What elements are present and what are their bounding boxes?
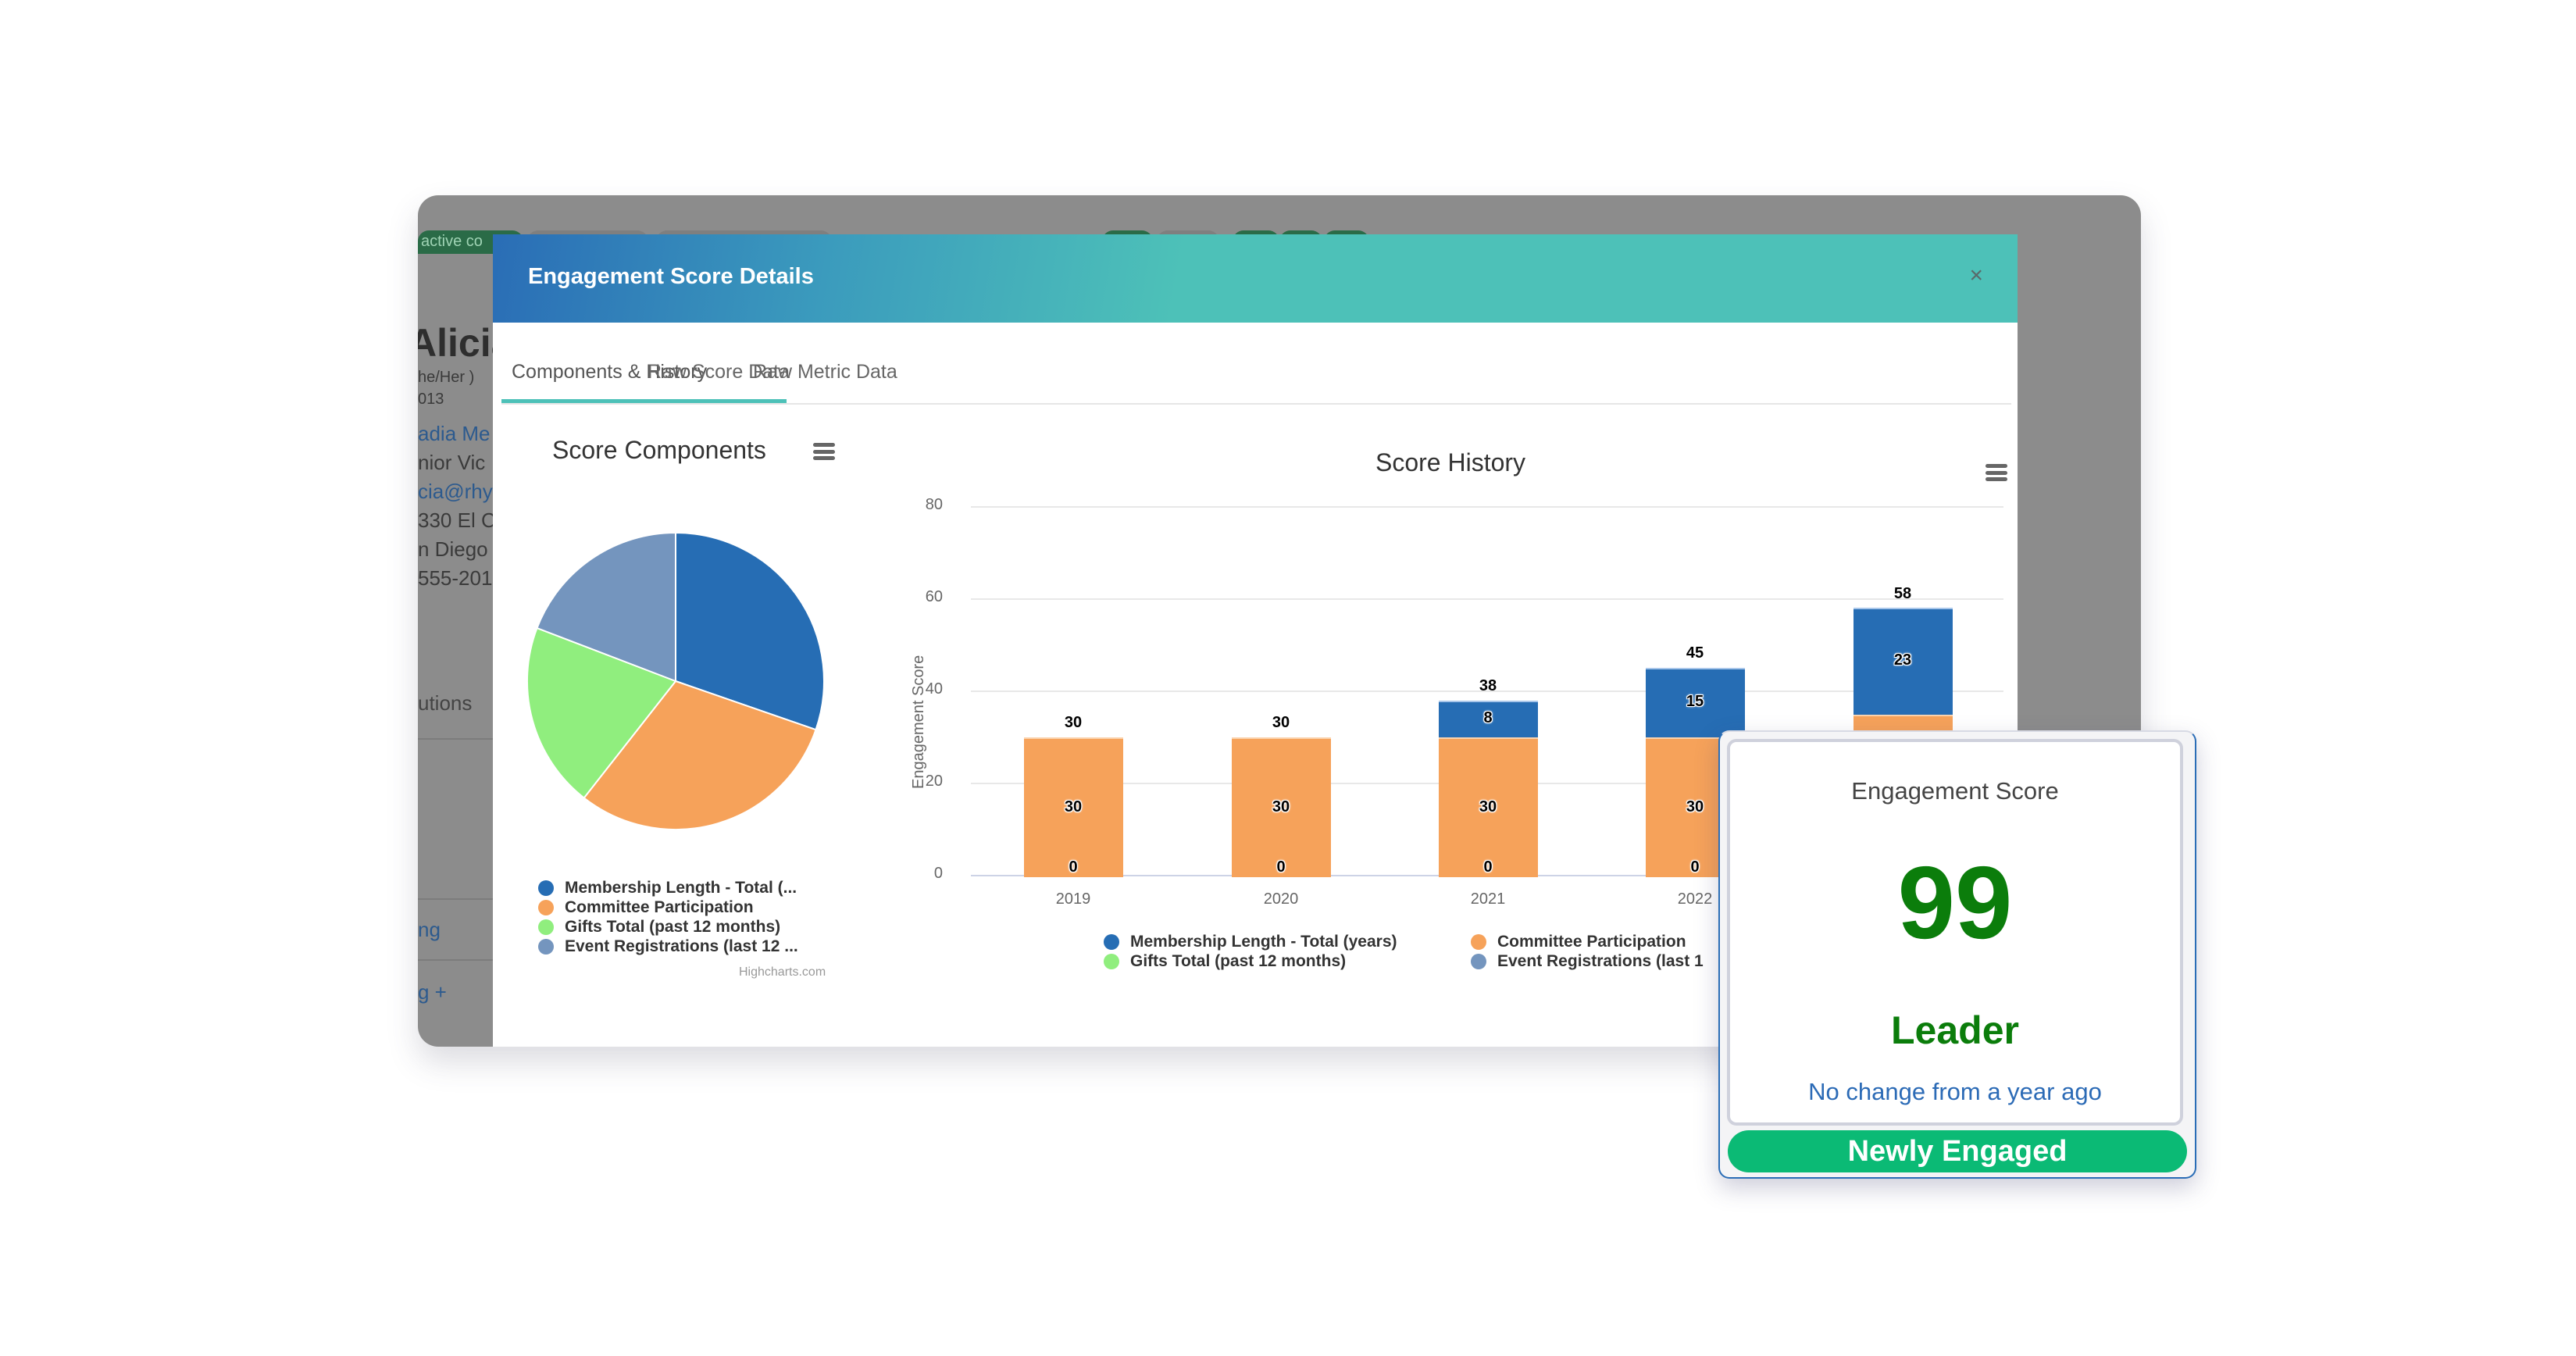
bg-divider [418,738,496,740]
pie-menu-hamburger-icon[interactable] [813,443,835,460]
bg-pronouns: he/Her ) [418,369,475,386]
highcharts-credits-link[interactable]: Highcharts.com [739,965,826,979]
score-card-body: Engagement Score 99 Leader No change fro… [1727,739,2183,1126]
committee-label-2019: 30 [1064,798,1083,815]
x-label-2022: 2022 [1677,890,1713,908]
engagement-status-badge: Newly Engaged [1728,1130,2187,1172]
pie-slice-committee[interactable] [583,680,817,830]
history-chart-title: Score History [1375,448,1526,476]
legend-label: Membership Length - Total (... [565,879,797,897]
legend-label: Committee Participation [565,898,754,916]
legend-label: Gifts Total (past 12 months) [565,918,781,936]
close-icon[interactable]: × [1969,262,1983,288]
membership-label-2021: 8 [1483,709,1493,726]
gifts-label-2019: 0 [1069,858,1078,876]
membership-label-2022: 15 [1686,693,1704,710]
legend-dot-icon [1471,934,1486,950]
score-card-title: Engagement Score [1851,777,2059,805]
active-tab-indicator [501,399,787,403]
y-tick-20: 20 [925,773,943,790]
legend-dot-icon [538,900,554,915]
pie-legend-membership[interactable]: Membership Length - Total (... [538,879,797,897]
committee-label-2020: 30 [1272,798,1290,815]
history-menu-hamburger-icon[interactable] [1986,464,2007,481]
tab-components-history[interactable]: Components & History [512,361,708,383]
y-tick-60: 60 [925,588,943,605]
total-label-2022: 45 [1686,644,1704,662]
membership-label-2023: 23 [1893,651,1912,669]
bg-section-label: utions [418,691,473,715]
legend-dot-icon [1104,954,1119,969]
modal-title: Engagement Score Details [528,264,814,289]
legend-dot-icon [538,880,554,896]
bg-member-since: 013 [418,391,444,408]
engagement-score-card: Engagement Score 99 Leader No change fro… [1718,730,2196,1179]
total-label-2023: 58 [1893,585,1912,602]
pie-slice-events[interactable] [536,531,676,683]
legend-label: Committee Participation [1497,933,1686,951]
y-tick-0: 0 [933,865,943,882]
bg-address-line2: n Diego [418,537,488,561]
bar-2021-membership[interactable] [1439,701,1538,737]
y-tick-40: 40 [925,680,943,698]
legend-dot-icon [538,919,554,935]
bg-address-line1: 330 El C [418,508,496,532]
engagement-level: Leader [1891,1008,2019,1052]
gridline-60 [971,598,2003,600]
legend-dot-icon [538,939,554,955]
total-label-2020: 30 [1272,714,1290,731]
modal-header: Engagement Score Details × [493,234,2018,323]
gifts-label-2021: 0 [1483,858,1493,876]
history-legend-membership[interactable]: Membership Length - Total (years) [1104,933,1397,951]
score-change-text: No change from a year ago [1808,1078,2102,1105]
total-label-2019: 30 [1064,714,1083,731]
history-legend-gifts[interactable]: Gifts Total (past 12 months) [1104,952,1346,971]
pie-chart [526,531,825,830]
bg-link-1: ng [418,918,441,941]
history-legend-events[interactable]: Event Registrations (last 1 [1471,952,1704,971]
bar-2021-committee[interactable] [1439,737,1538,877]
x-label-2020: 2020 [1263,890,1299,908]
bg-divider [418,959,496,961]
x-label-2019: 2019 [1055,890,1091,908]
tab-raw-score-data[interactable]: Raw Score Data [648,361,790,383]
legend-label: Event Registrations (last 1 [1497,952,1704,970]
legend-label: Gifts Total (past 12 months) [1130,952,1347,970]
modal-tabs: Components & History Raw Score Data Raw … [501,350,2011,405]
gridline-40 [971,690,2003,692]
bar-2023-membership[interactable] [1854,608,1953,715]
pie-legend-gifts[interactable]: Gifts Total (past 12 months) [538,918,780,937]
pie-slice-membership[interactable] [675,531,825,731]
total-label-2021: 38 [1479,677,1497,694]
tab-raw-metric-data[interactable]: Raw Metric Data [753,361,897,383]
pie-legend-events[interactable]: Event Registrations (last 12 ... [538,937,798,956]
gridline-80 [971,506,2003,508]
legend-dot-icon [1471,954,1486,969]
y-tick-80: 80 [925,496,943,513]
pie-legend-committee[interactable]: Committee Participation [538,898,754,917]
bar-2022-membership[interactable] [1646,668,1745,737]
history-legend-committee[interactable]: Committee Participation [1471,933,1686,951]
bar-2020-committee[interactable] [1232,737,1331,877]
committee-label-2021: 30 [1479,798,1497,815]
gifts-label-2022: 0 [1690,858,1700,876]
bg-divider [418,898,496,900]
bg-job-title: nior Vic [418,451,486,474]
bg-phone: 555-201- [418,566,500,590]
bg-email-link: cia@rhy [418,480,493,503]
bar-2019-committee[interactable] [1024,737,1123,877]
bg-status-text: active co [421,233,483,250]
y-axis-title: Engagement Score [910,655,927,789]
pie-chart-title: Score Components [552,436,766,464]
legend-dot-icon [1104,934,1119,950]
pie-slice-gifts[interactable] [526,626,677,799]
committee-label-2022: 30 [1686,798,1704,815]
engagement-score-value: 99 [1897,845,2013,960]
bg-link-2: g + [418,980,447,1004]
legend-label: Event Registrations (last 12 ... [565,937,798,955]
x-label-2021: 2021 [1470,890,1506,908]
gifts-label-2020: 0 [1276,858,1286,876]
bg-company-link: adia Me [418,422,491,445]
legend-label: Membership Length - Total (years) [1130,933,1397,951]
